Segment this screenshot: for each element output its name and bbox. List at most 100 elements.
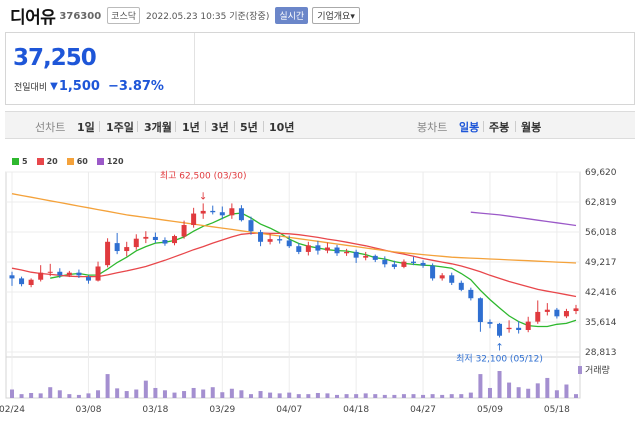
volume-bar bbox=[335, 394, 340, 398]
candle-body bbox=[477, 298, 483, 323]
volume-bar bbox=[19, 394, 24, 398]
candle-body bbox=[487, 322, 493, 324]
legend-swatch bbox=[96, 158, 104, 165]
candle-body bbox=[248, 220, 254, 232]
volume-bar bbox=[535, 383, 540, 398]
tab-3y[interactable]: 3년 bbox=[211, 121, 229, 134]
candle-chart-label: 봉차트 bbox=[417, 121, 448, 134]
candle-body bbox=[458, 282, 464, 290]
x-tick-label: 03/18 bbox=[142, 405, 168, 415]
tab-5y[interactable]: 5년 bbox=[240, 121, 258, 134]
legend-item: 120 bbox=[96, 157, 124, 166]
volume-bar bbox=[143, 380, 148, 398]
tab-10y[interactable]: 10년 bbox=[269, 121, 295, 134]
candle-body bbox=[114, 243, 120, 252]
company-overview-button[interactable]: 기업개요▾ bbox=[312, 6, 360, 24]
divider bbox=[234, 121, 235, 132]
stock-name: 디어유 bbox=[10, 7, 56, 28]
tab-3m[interactable]: 3개월 bbox=[144, 121, 172, 134]
volume-bar bbox=[344, 394, 349, 398]
candle-body bbox=[420, 262, 426, 266]
volume-label: 거래량 bbox=[585, 364, 610, 376]
volume-bar bbox=[124, 391, 129, 398]
stock-code: 376300 bbox=[59, 11, 102, 22]
candle-body bbox=[430, 265, 436, 279]
company-overview-label: 기업개요 bbox=[317, 11, 351, 22]
volume-bar bbox=[239, 390, 244, 398]
volume-bar bbox=[421, 394, 426, 398]
candle-body bbox=[66, 272, 72, 276]
candle-body bbox=[334, 247, 340, 254]
divider bbox=[205, 121, 206, 132]
legend-item: 20 bbox=[36, 157, 58, 166]
candle-body bbox=[133, 238, 139, 248]
divider bbox=[137, 121, 138, 132]
candle-body bbox=[563, 311, 569, 317]
candle-body bbox=[191, 213, 197, 226]
realtime-button[interactable]: 실시간 bbox=[275, 6, 309, 24]
volume-bar bbox=[191, 387, 196, 398]
x-tick-label: 04/18 bbox=[343, 405, 369, 415]
candle-body bbox=[19, 278, 25, 285]
volume-bar bbox=[210, 387, 215, 398]
candle-body bbox=[363, 255, 369, 258]
y-tick-label: 49,217 bbox=[585, 258, 617, 268]
candle-body bbox=[544, 309, 550, 312]
volume-bar bbox=[229, 388, 234, 398]
tab-monthly[interactable]: 월봉 bbox=[521, 121, 542, 134]
volume-bar bbox=[564, 384, 569, 398]
tab-weekly[interactable]: 주봉 bbox=[489, 121, 510, 134]
volume-bar bbox=[382, 394, 387, 398]
volume-bar bbox=[258, 391, 263, 398]
candle-body bbox=[85, 277, 91, 281]
divider bbox=[483, 121, 484, 132]
candle-body bbox=[152, 236, 158, 241]
candle-body bbox=[372, 255, 378, 260]
candle-body bbox=[162, 240, 168, 244]
tab-1w[interactable]: 1주일 bbox=[106, 121, 134, 134]
volume-bar bbox=[373, 394, 378, 398]
moving-average-line bbox=[11, 232, 577, 298]
legend-label: 120 bbox=[106, 157, 124, 166]
candle-body bbox=[391, 264, 397, 267]
chart-period-tabs: 선차트 1일 1주일 3개월 1년 3년 5년 10년 봉차트 일봉 주봉 월봉 bbox=[5, 111, 635, 139]
volume-bar bbox=[10, 389, 14, 398]
moving-average-line bbox=[470, 211, 577, 227]
max-price-label: 최고 62,500 (03/30) bbox=[160, 170, 247, 181]
volume-legend-swatch bbox=[578, 366, 582, 374]
volume-bar bbox=[430, 394, 435, 398]
candle-body bbox=[344, 251, 350, 254]
volume-bar bbox=[296, 394, 301, 398]
volume-bar bbox=[306, 394, 311, 398]
x-tick-label: 04/07 bbox=[276, 405, 302, 415]
candle-body bbox=[105, 241, 111, 266]
candle-body bbox=[38, 272, 44, 280]
candle-body bbox=[210, 210, 216, 213]
volume-bar bbox=[516, 387, 521, 398]
divider bbox=[263, 121, 264, 132]
tab-daily[interactable]: 일봉 bbox=[459, 121, 480, 134]
tab-1y[interactable]: 1년 bbox=[182, 121, 200, 134]
tab-1d[interactable]: 1일 bbox=[77, 121, 95, 134]
volume-bar bbox=[449, 394, 454, 398]
candle-body bbox=[95, 266, 101, 281]
current-price: 37,250 bbox=[13, 45, 97, 71]
candle-body bbox=[296, 246, 302, 252]
volume-bar bbox=[459, 394, 464, 398]
candle-body bbox=[516, 327, 522, 331]
candle-body bbox=[315, 245, 321, 251]
volume-bar bbox=[248, 394, 253, 398]
legend-label: 60 bbox=[76, 157, 88, 166]
candle-body bbox=[439, 275, 445, 279]
candle-body bbox=[305, 245, 311, 252]
candle-body bbox=[535, 311, 541, 322]
volume-bar bbox=[76, 394, 81, 398]
volume-bar bbox=[363, 393, 368, 398]
volume-bar bbox=[182, 391, 187, 398]
volume-bar bbox=[315, 392, 320, 398]
candle-body bbox=[497, 323, 503, 336]
volume-bar bbox=[67, 394, 72, 398]
min-arrow-icon: ↑ bbox=[495, 343, 503, 354]
x-tick-label: 05/09 bbox=[477, 405, 503, 415]
